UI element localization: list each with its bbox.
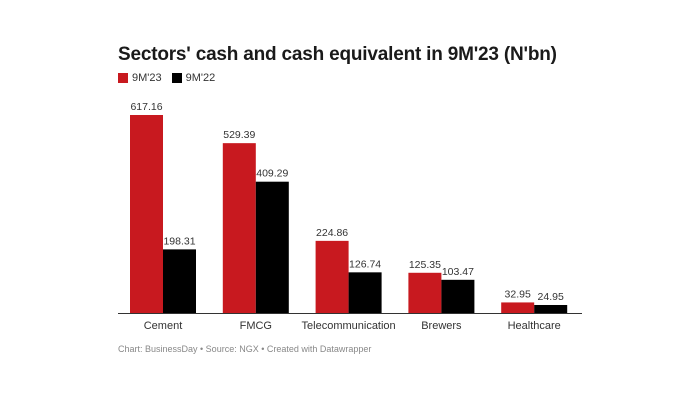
- category-label-cement: Cement: [144, 320, 183, 332]
- value-label-telecommunication-9m-23: 224.86: [316, 227, 348, 239]
- legend-item-9m22: 9M'22: [171, 72, 216, 84]
- bar-telecommunication-9m-22: [348, 272, 382, 313]
- legend-label-9m22: 9M'22: [185, 72, 216, 84]
- value-label-healthcare-9m-22: 24.95: [538, 291, 564, 303]
- bar-cement-9m-22: [163, 249, 196, 313]
- category-label-brewers: Brewers: [421, 320, 462, 332]
- bar-brewers-9m-22: [441, 279, 475, 313]
- value-label-cement-9m-23: 617.16: [130, 101, 162, 113]
- legend-label-9m23: 9M'23: [132, 72, 162, 84]
- value-label-cement-9m-22: 198.31: [163, 235, 195, 247]
- bar-healthcare-9m-23: [501, 302, 535, 313]
- category-label-fmcg: FMCG: [240, 320, 272, 332]
- bar-brewers-9m-23: [408, 272, 442, 313]
- bar-cement-9m-23: [130, 115, 163, 313]
- legend-item-9m23: 9M'23: [118, 72, 162, 84]
- category-label-telecommunication: Telecommunication: [302, 320, 396, 332]
- value-label-fmcg-9m-22: 409.29: [256, 168, 288, 180]
- legend-swatch-9m23: [118, 73, 128, 83]
- bar-telecommunication-9m-23: [315, 240, 349, 313]
- chart-title: Sectors' cash and cash equivalent in 9M'…: [118, 44, 557, 65]
- value-label-brewers-9m-23: 125.35: [409, 259, 441, 271]
- chart-legend: 9M'23 9M'22: [118, 72, 215, 84]
- bar-fmcg-9m-23: [222, 143, 256, 313]
- value-label-fmcg-9m-23: 529.39: [223, 129, 255, 141]
- bar-fmcg-9m-22: [255, 181, 289, 313]
- category-label-healthcare: Healthcare: [508, 320, 561, 332]
- bar-healthcare-9m-22: [534, 304, 568, 313]
- legend-swatch-9m22: [171, 73, 182, 83]
- chart-source-footer: Chart: BusinessDay • Source: NGX • Creat…: [118, 344, 372, 354]
- value-label-brewers-9m-22: 103.47: [442, 266, 474, 278]
- value-label-healthcare-9m-23: 32.95: [505, 288, 531, 300]
- value-label-telecommunication-9m-22: 126.74: [349, 258, 381, 270]
